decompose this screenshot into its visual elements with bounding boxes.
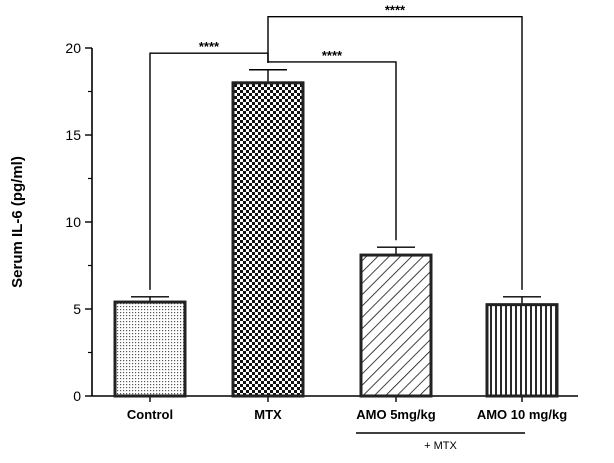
category-label-0: Control	[127, 407, 173, 422]
bar-0	[113, 300, 187, 398]
bar-1	[231, 81, 305, 398]
significance-brackets: **** **** ****	[149, 3, 523, 290]
y-tick-label-10: 10	[65, 214, 81, 230]
group-label: + MTX	[424, 440, 457, 452]
category-label-3: AMO 10 mg/kg	[477, 407, 567, 422]
y-tick-label-15: 15	[65, 127, 81, 143]
significance-label-1: ****	[322, 48, 343, 63]
category-labels: Control MTX AMO 5mg/kg AMO 10 mg/kg	[127, 407, 567, 422]
y-tick-label-0: 0	[73, 388, 81, 404]
y-tick-label-5: 5	[73, 301, 81, 317]
significance-bracket-2	[267, 15, 523, 290]
bar-2	[359, 253, 433, 398]
treatment-group: + MTX	[356, 432, 525, 452]
significance-label-2: ****	[385, 3, 406, 18]
significance-label-0: ****	[199, 39, 220, 54]
y-axis-label: Serum IL-6 (pg/ml)	[9, 156, 26, 288]
bar-3	[485, 303, 559, 398]
category-label-2: AMO 5mg/kg	[356, 407, 436, 422]
bars	[113, 69, 559, 398]
y-tick-label-20: 20	[65, 40, 81, 56]
category-label-1: MTX	[254, 407, 282, 422]
